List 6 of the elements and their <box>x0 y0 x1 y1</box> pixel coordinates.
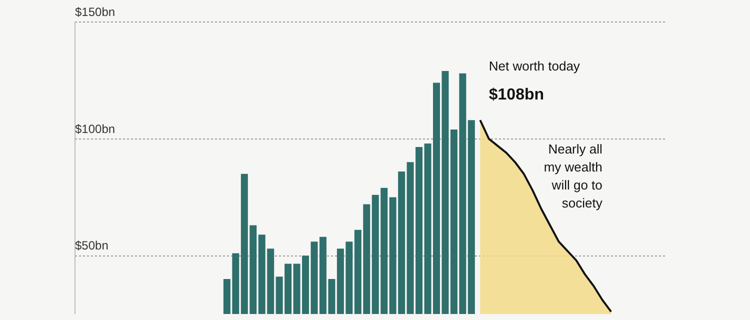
y-tick-label: $50bn <box>75 238 108 253</box>
annotation: Nearly all my wealth will go to society <box>544 141 603 210</box>
y-tick-label: $100bn <box>75 122 116 136</box>
annotation: Net worth today <box>488 58 580 74</box>
annotation: $108bn <box>488 86 544 104</box>
y-tick-label: $150bn <box>75 5 116 19</box>
